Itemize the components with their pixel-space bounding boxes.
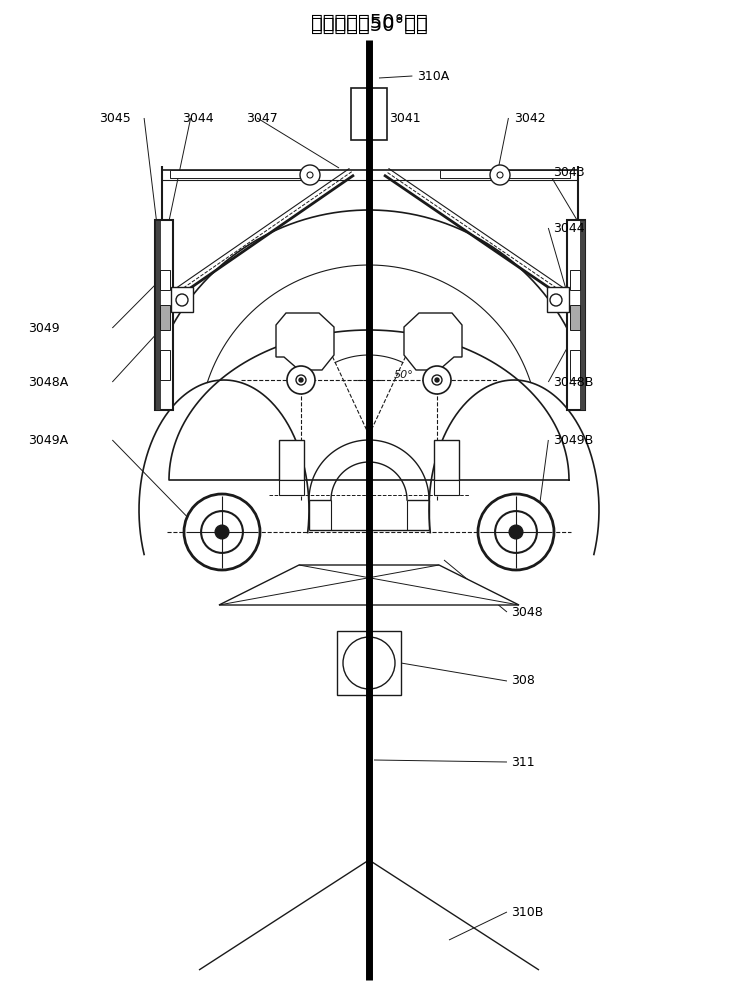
Circle shape <box>423 366 451 394</box>
Text: 3041: 3041 <box>389 111 421 124</box>
Text: 3049A: 3049A <box>28 434 68 446</box>
Circle shape <box>184 494 260 570</box>
Text: 3044: 3044 <box>553 222 585 234</box>
Circle shape <box>300 165 320 185</box>
Bar <box>171 287 193 312</box>
Text: 3048: 3048 <box>511 605 543 618</box>
Bar <box>160 305 170 330</box>
Bar <box>155 220 160 410</box>
Text: 3043: 3043 <box>553 165 585 178</box>
Text: 310A: 310A <box>418 70 450 83</box>
Text: 311: 311 <box>511 756 535 768</box>
Polygon shape <box>276 313 334 370</box>
Polygon shape <box>219 565 519 605</box>
Text: 3045: 3045 <box>99 111 130 124</box>
Bar <box>434 480 459 495</box>
Polygon shape <box>404 313 462 370</box>
Bar <box>170 170 300 178</box>
Text: 屏蔽体张开50°状态: 屏蔽体张开50°状态 <box>310 13 427 32</box>
Bar <box>570 305 580 330</box>
Circle shape <box>509 525 522 539</box>
Bar <box>160 270 170 290</box>
Bar <box>279 480 304 495</box>
Circle shape <box>307 172 313 178</box>
Circle shape <box>176 294 188 306</box>
Circle shape <box>490 165 510 185</box>
Text: 3049B: 3049B <box>553 434 593 446</box>
Bar <box>351 88 387 140</box>
Bar <box>580 220 585 410</box>
Text: 3048B: 3048B <box>553 375 593 388</box>
Circle shape <box>432 375 442 385</box>
Circle shape <box>550 294 562 306</box>
Text: 3044: 3044 <box>183 111 214 124</box>
Text: 3049: 3049 <box>28 322 60 334</box>
Bar <box>547 287 569 312</box>
Circle shape <box>497 172 503 178</box>
Circle shape <box>215 525 229 539</box>
Circle shape <box>287 366 315 394</box>
Circle shape <box>495 511 537 553</box>
Text: 310B: 310B <box>511 906 544 918</box>
Circle shape <box>478 494 554 570</box>
Circle shape <box>299 378 303 382</box>
Bar <box>337 631 401 695</box>
Circle shape <box>435 378 439 382</box>
Text: 50°: 50° <box>394 370 414 380</box>
Text: 308: 308 <box>511 674 535 688</box>
Bar <box>570 270 580 290</box>
Bar <box>160 350 170 380</box>
Text: 屏蔽体张开50°状态: 屏蔽体张开50°状态 <box>310 15 427 34</box>
Circle shape <box>343 637 395 689</box>
Text: 3042: 3042 <box>514 111 545 124</box>
Bar <box>279 440 304 480</box>
Text: 3048A: 3048A <box>28 375 68 388</box>
Bar <box>155 220 173 410</box>
Circle shape <box>296 375 306 385</box>
Bar <box>570 350 580 380</box>
Bar <box>434 440 459 480</box>
Text: 3047: 3047 <box>247 111 278 124</box>
Bar <box>567 220 585 410</box>
Bar <box>440 170 570 178</box>
Circle shape <box>201 511 243 553</box>
